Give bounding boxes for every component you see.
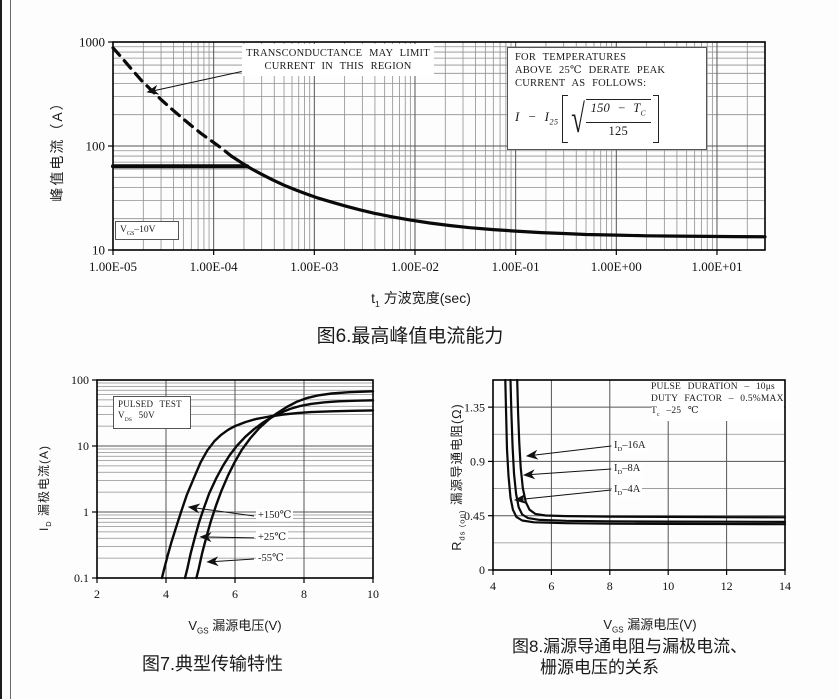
plot-frame	[492, 379, 786, 571]
x-tick-label: 1.00E-05	[89, 259, 137, 274]
fig6-derate-line1: FOR TEMPERATURES	[515, 52, 627, 63]
x-tick-label: 1.00E+01	[691, 259, 742, 274]
y-tick-label: 0.45	[464, 509, 485, 523]
fig6-x-axis-title: t1 方波宽度(sec)	[371, 290, 471, 309]
annotation-arrow	[199, 532, 254, 543]
x-tick-label: 14	[779, 579, 791, 593]
annotation-arrow	[525, 445, 612, 460]
fig7-test-condition-note: PULSED TEST VDS 50V	[113, 396, 191, 429]
fig6-caption: 图6.最高峰值电流能力	[316, 326, 504, 347]
x-tick-label: 1.00E-04	[190, 259, 239, 274]
y-tick-label: 0.1	[74, 571, 89, 585]
fig6-transconductance-note: TRANSCONDUCTANCE MAY LIMIT CURRENT IN TH…	[242, 44, 434, 76]
fig8-caption-line1: 图8.漏源导通电阻与漏极电流、	[512, 637, 748, 656]
page-left-border	[0, 0, 2, 699]
annotation-arrow	[206, 556, 255, 567]
fig8-curve-label-8a: ID–8A	[612, 463, 643, 477]
curve-ID-4A	[504, 378, 787, 526]
y-tick-label: 1	[83, 505, 89, 519]
annotation-arrow	[522, 468, 612, 480]
x-tick-label: 2	[94, 587, 100, 601]
fig7-curve-label-150c: +150℃	[256, 509, 294, 521]
x-tick-label: 1.00E+00	[591, 259, 642, 274]
fig7-note-line1: PULSED TEST	[118, 399, 182, 409]
fig6-note-line2: CURRENT IN THIS REGION	[264, 61, 412, 72]
x-tick-label: 8	[301, 587, 307, 601]
fig8-note-line1: PULSE DURATION – 10μs	[651, 382, 775, 392]
y-tick-label: 1000	[79, 35, 105, 50]
fig6-derate-formula: I − I25 √ 150 − TC 125	[515, 95, 699, 143]
fig8-x-axis-title: VGS 漏源电压(V)	[603, 617, 697, 635]
curve-ID-8A	[509, 378, 787, 523]
formula-prefix: I − I25	[515, 108, 559, 127]
left-bracket	[562, 95, 569, 143]
fig7-x-axis-title: VGS 漏源电压(V)	[188, 618, 282, 636]
curve-+150C	[160, 409, 375, 580]
y-tick-label: 10	[92, 243, 105, 258]
curve-+25C	[183, 399, 375, 580]
y-tick-label: 0.9	[470, 455, 485, 469]
fraction-numerator: 150 − TC	[585, 101, 651, 123]
curve-ID-16A	[516, 378, 787, 519]
x-tick-label: 8	[607, 579, 613, 593]
x-tick-label: 10	[367, 587, 379, 601]
fig8-note-line3: Tc –25 ℃	[651, 406, 699, 418]
y-tick-label: 0	[479, 563, 485, 577]
y-tick-label: 1.35	[464, 400, 485, 414]
annotation-arrow	[146, 71, 242, 95]
x-tick-label: 10	[662, 579, 674, 593]
fig8-y-axis-title: Rds (on) 漏源导通电阻(Ω)	[449, 403, 467, 551]
fig6-test-condition-label: VGS–10V	[115, 221, 179, 240]
x-tick-label: 4	[163, 587, 169, 601]
formula-fraction: 150 − TC 125	[585, 99, 651, 139]
annotation-arrow	[513, 489, 612, 504]
fig8-curve-label-4a: ID–4A	[612, 484, 643, 498]
x-tick-label: 12	[721, 579, 733, 593]
x-tick-label: 1.00E-01	[492, 259, 540, 274]
x-tick-label: 1.00E-03	[290, 259, 338, 274]
fraction-denominator: 125	[608, 123, 628, 138]
fig6-derate-line3: CURRENT AS FOLLOWS:	[515, 78, 647, 89]
fig7-curve-label-minus55c: -55℃	[256, 552, 286, 564]
page-inner-border	[10, 0, 11, 699]
radical-sign: √	[571, 96, 586, 141]
right-bracket	[652, 95, 659, 143]
y-tick-label: 100	[86, 139, 106, 154]
fig7-curve-label-25c: +25℃	[256, 531, 289, 543]
fig7-caption: 图7.典型传输特性	[142, 654, 284, 674]
x-tick-label: 1.00E-02	[391, 259, 439, 274]
x-tick-label: 6	[548, 579, 554, 593]
fig6-y-axis-title: 峰值电流（A）	[49, 94, 65, 202]
annotation-arrow	[187, 503, 255, 517]
fig7-plot: 2 4 6 8 10 0.1 1 10 100	[71, 373, 379, 601]
fig8-caption-line2: 栅源电压的关系	[540, 658, 659, 677]
fig7-note-line2: VDS 50V	[118, 410, 155, 423]
fig8-curve-label-16a: ID–16A	[612, 440, 648, 454]
x-tick-label: 4	[490, 579, 496, 593]
curve-max-peak-current	[229, 154, 767, 239]
y-tick-label: 10	[77, 439, 89, 453]
y-tick-label: 100	[71, 373, 89, 387]
fig8-note-line2: DUTY FACTOR – 0.5%MAX	[651, 394, 784, 404]
fig7-y-axis-title: ID 漏极电流(A)	[36, 444, 54, 532]
curve-transconductance-limited-region	[111, 46, 233, 158]
curve--55C	[195, 390, 375, 580]
fig8-caption: 图8.漏源导通电阻与漏极电流、 栅源电压的关系	[512, 636, 747, 678]
fig6-note-line1: TRANSCONDUCTANCE MAY LIMIT	[246, 48, 430, 59]
x-tick-label: 6	[232, 587, 238, 601]
fig6-derate-line2: ABOVE 25℃ DERATE PEAK	[515, 65, 666, 76]
fig6-derate-note: FOR TEMPERATURES ABOVE 25℃ DERATE PEAK C…	[507, 47, 707, 150]
fig8-test-condition-note: PULSE DURATION – 10μs DUTY FACTOR – 0.5%…	[651, 381, 784, 421]
